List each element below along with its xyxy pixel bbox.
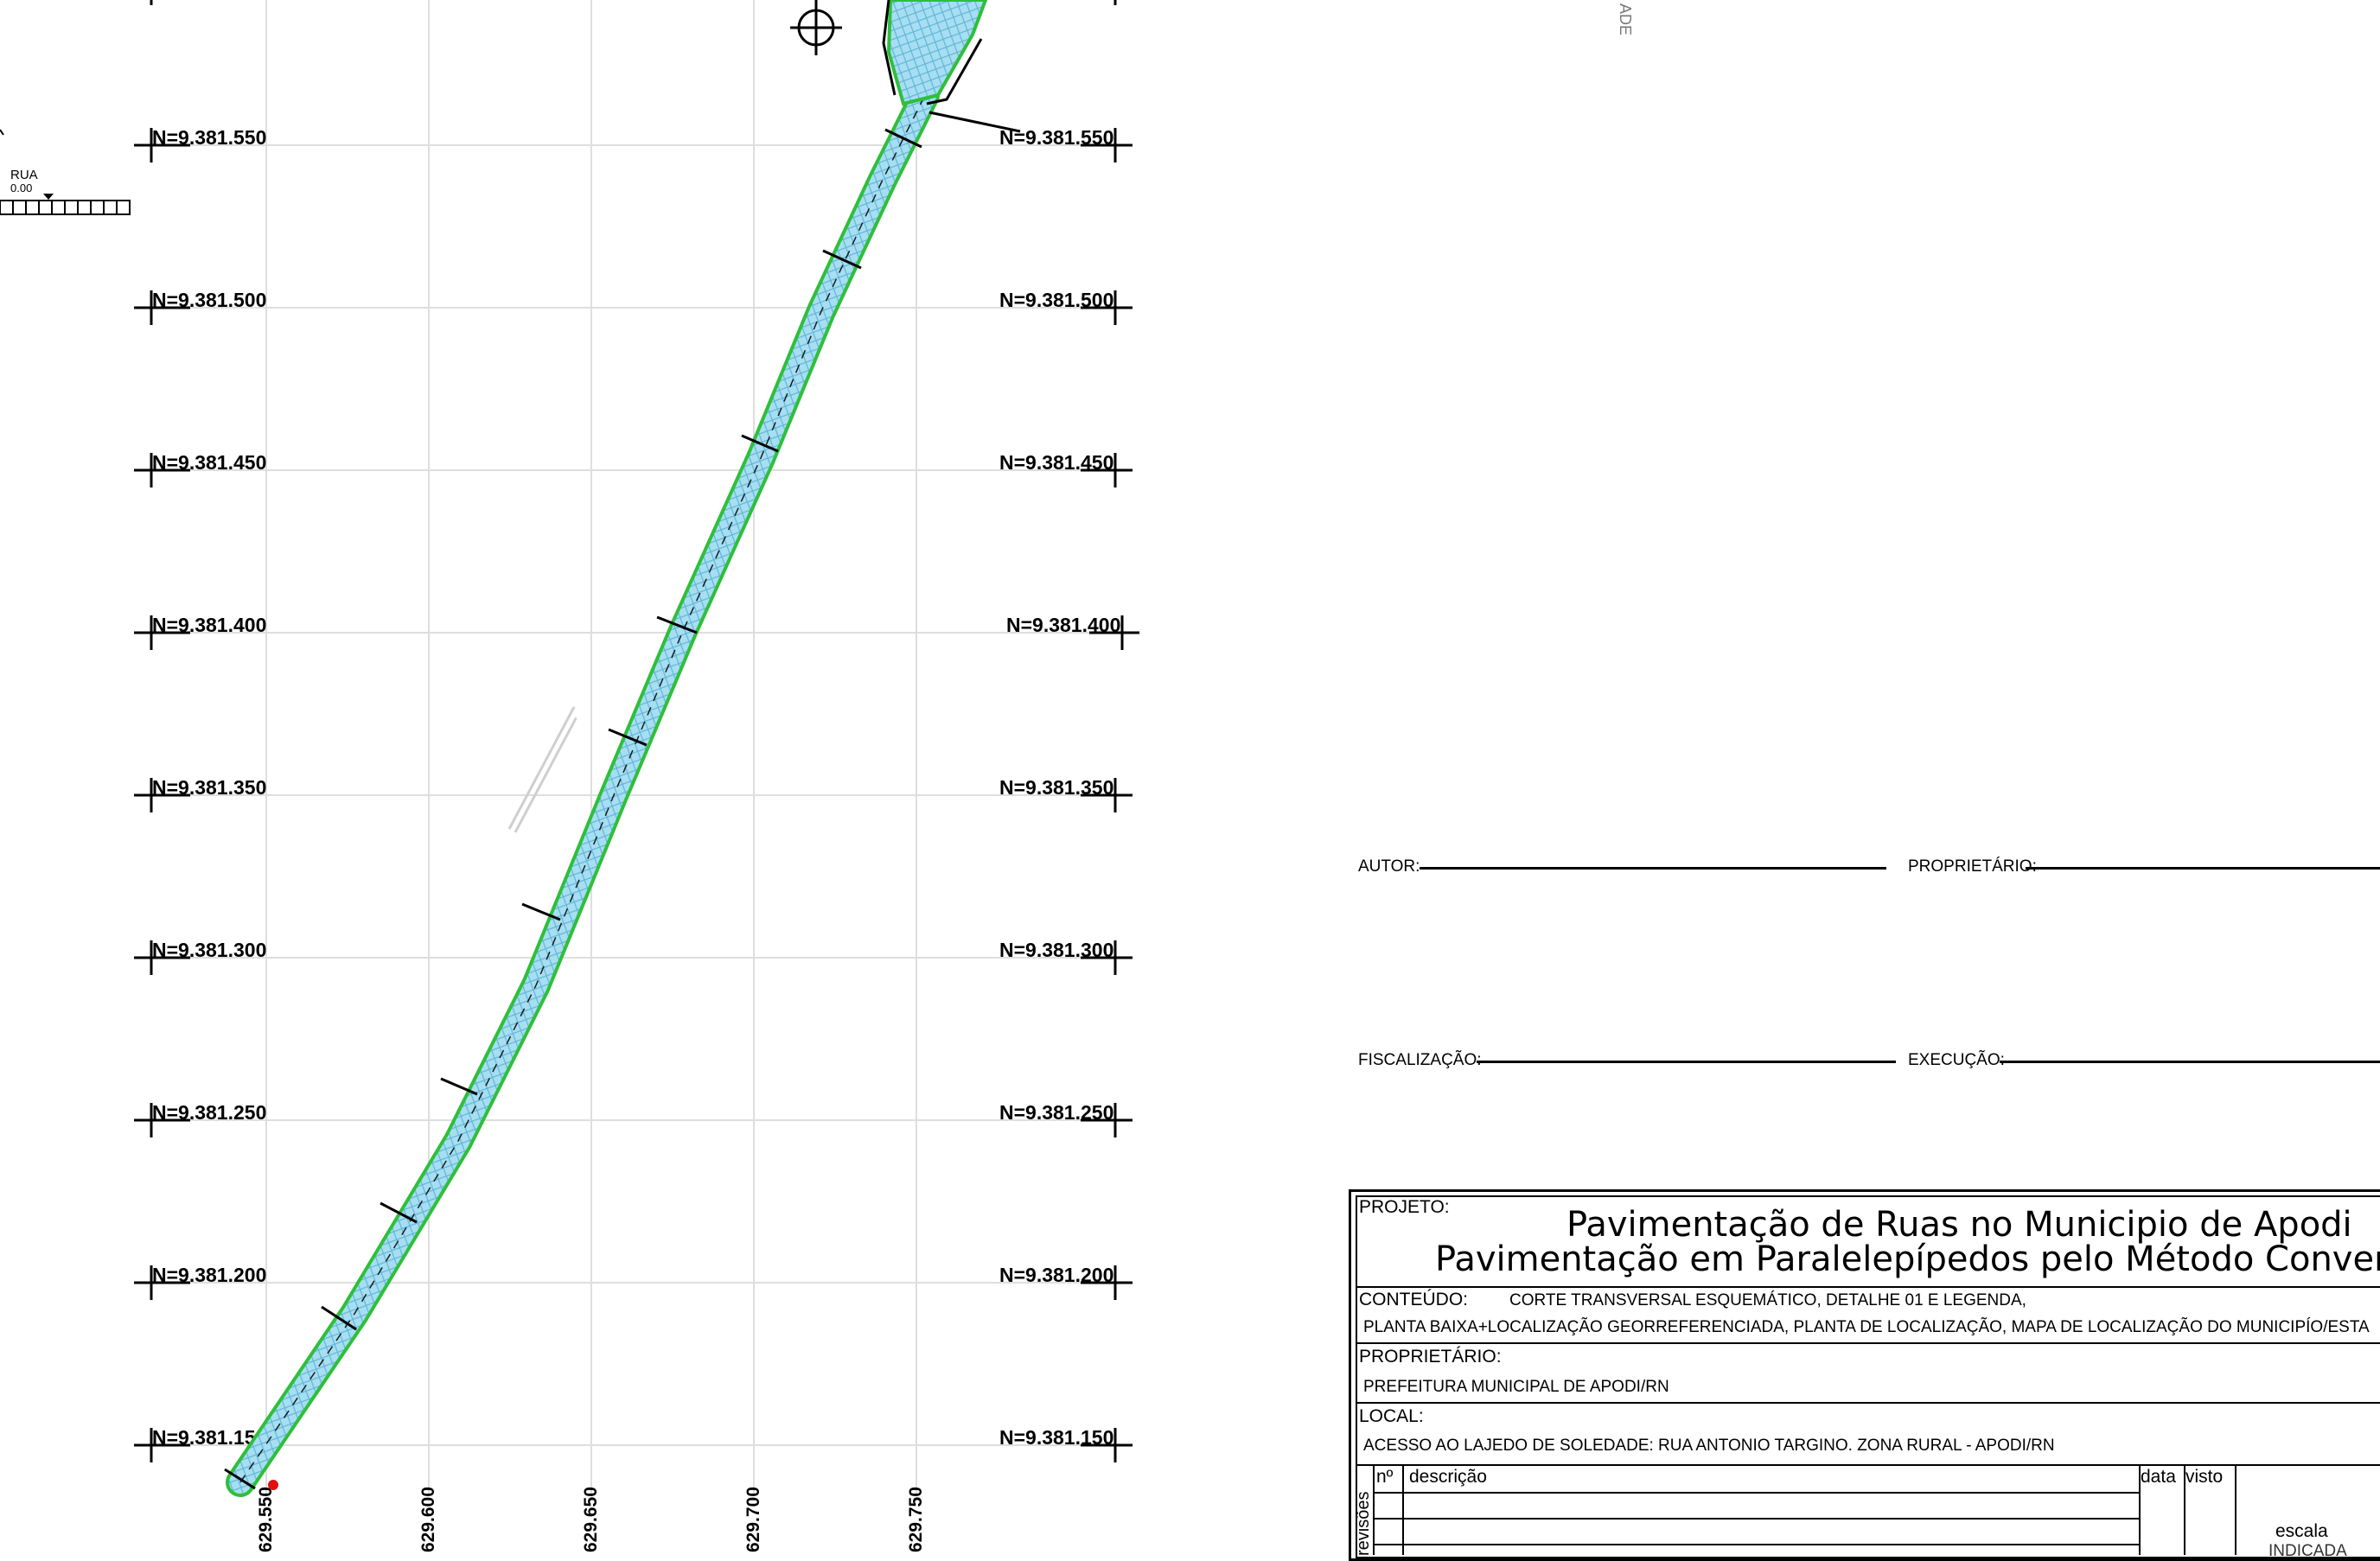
road-name-annotation [507,706,577,833]
conteudo-label: CONTEÚDO: [1359,1290,1468,1309]
revisions-column-line [1373,1464,1375,1555]
north-label: N=9.381.400 [152,614,266,636]
signature-fiscalizacao-label: FISCALIZAÇÃO: [1358,1051,1482,1069]
north-labels-left: N=9.381.550 N=9.381.500 N=9.381.450 N=9.… [152,126,266,1449]
revisions-row-line [1373,1518,2139,1520]
north-label: N=9.381.200 [152,1264,266,1286]
north-label: N=9.381.350 [152,776,266,799]
vertical-side-text: ADE [1617,3,1634,35]
signature-autor-label: AUTOR: [1358,857,1420,876]
conteudo-line1: CORTE TRANSVERSAL ESQUEMÁTICO, DETALHE 0… [1509,1291,2026,1309]
north-label: N=9.381.500 [999,289,1113,311]
project-title-line2: Pavimentação em Paralelepípedos pelo Mét… [1435,1239,2380,1279]
signature-autor-line [1420,867,1886,870]
north-label: N=9.381.250 [152,1101,266,1124]
left-grid-ticks [134,0,190,1462]
top-intersection [882,0,1021,133]
north-labels-right: N=9.381.550 N=9.381.500 N=9.381.450 N=9.… [999,126,1120,1449]
east-label: 629.550 [256,1487,276,1552]
road-alignment [226,80,940,1497]
northing-grid-lines [151,144,1124,1446]
right-grid-ticks [1081,0,1139,1462]
east-labels: 629.550 629.600 629.650 629.700 629.750 [256,1487,926,1552]
east-label: 629.750 [906,1487,926,1552]
north-label: N=9.381.500 [152,289,266,311]
east-label: 629.650 [581,1487,601,1552]
north-label: N=9.381.450 [152,451,266,474]
east-label: 629.700 [743,1487,763,1552]
col-descricao-header: descrição [1409,1467,1487,1487]
revisions-column-line [2235,1464,2236,1555]
east-label: 629.600 [418,1487,438,1552]
north-label: N=9.381.550 [152,126,266,149]
north-label: N=9.381.250 [999,1101,1113,1124]
escala-value: INDICADA [2268,1542,2347,1560]
north-label: N=9.381.150 [152,1426,266,1449]
col-visto-header: visto [2185,1467,2224,1487]
title-block-divider [1356,1286,2380,1288]
revisoes-label: revisões [1354,1491,1373,1556]
project-title-line1: Pavimentação de Ruas no Municipio de Apo… [1566,1205,2352,1245]
street-section-symbol [0,129,131,215]
signature-execucao-label: EXECUÇÃO: [1908,1051,2005,1069]
north-label: N=9.381.450 [999,451,1113,474]
start-point-marker [268,1480,278,1490]
station-markers [224,128,922,1490]
north-label: N=9.381.300 [152,939,266,961]
north-label: N=9.381.400 [1006,614,1120,636]
street-label: RUA [10,168,38,182]
north-label: N=9.381.150 [999,1426,1113,1449]
local-value: ACESSO AO LAJEDO DE SOLEDADE: RUA ANTONI… [1363,1437,2055,1455]
revisions-column-line [1402,1464,1404,1555]
street-level: 0.00 [10,182,32,194]
signature-proprietario-label: PROPRIETÁRIO: [1908,857,2037,876]
north-label: N=9.381.350 [999,776,1113,799]
proprietario-value: PREFEITURA MUNICIPAL DE APODI/RN [1363,1378,1669,1396]
revisions-column-line [2184,1464,2185,1555]
easting-grid-lines [265,0,917,1495]
escala-label: escala [2275,1521,2328,1541]
proprietario-label: PROPRIETÁRIO: [1359,1347,1502,1367]
signature-execucao-line [2000,1061,2380,1063]
north-label: N=9.381.300 [999,939,1113,961]
revisions-column-line [2139,1464,2141,1555]
title-block-divider [1356,1342,2380,1344]
local-label: LOCAL: [1359,1406,1424,1426]
revisions-top-line [1356,1464,2380,1466]
projeto-label: PROJETO: [1359,1197,1450,1217]
north-label: N=9.381.200 [999,1264,1113,1286]
signature-proprietario-line [2026,867,2380,870]
north-arrow-icon [790,0,842,55]
title-block-divider [1356,1402,2380,1404]
revisions-row-line [1373,1492,2139,1494]
signature-fiscalizacao-line [1477,1061,1896,1063]
col-data-header: data [2141,1467,2176,1487]
revisions-row-line [1373,1544,2139,1545]
conteudo-line2: PLANTA BAIXA+LOCALIZAÇÃO GEORREFERENCIAD… [1363,1318,2370,1336]
col-numero-header: nº [1376,1467,1394,1487]
